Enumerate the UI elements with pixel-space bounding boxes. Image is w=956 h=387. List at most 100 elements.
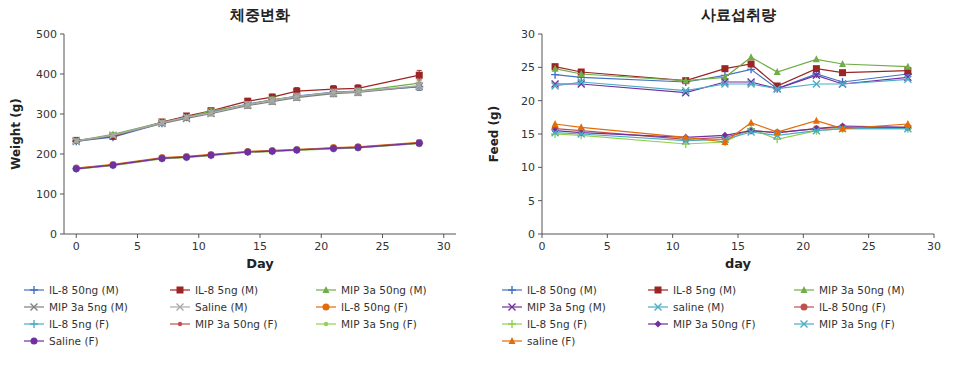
data-point xyxy=(355,88,362,95)
data-point xyxy=(159,119,166,126)
y-tick xyxy=(538,234,542,235)
x-tick-label: 5 xyxy=(134,240,141,253)
legend-marker xyxy=(177,287,184,294)
data-point xyxy=(773,135,781,143)
series xyxy=(552,123,912,141)
data-point xyxy=(578,123,585,130)
y-tick xyxy=(60,194,64,195)
data-point xyxy=(73,165,80,172)
data-point xyxy=(839,125,846,132)
title: 체중변화 xyxy=(229,6,290,24)
legend-marker xyxy=(801,321,808,328)
y-tick-label: 100 xyxy=(36,188,57,201)
data-point xyxy=(416,82,423,89)
plot-area xyxy=(72,70,423,172)
y-tick-label: 10 xyxy=(521,161,535,174)
data-point xyxy=(208,151,215,158)
data-point xyxy=(813,65,820,72)
y-tick xyxy=(538,200,542,201)
legend-label: Saline (F) xyxy=(49,335,99,347)
data-point xyxy=(110,162,117,169)
data-point xyxy=(416,139,423,146)
data-point xyxy=(355,144,362,151)
data-point xyxy=(551,71,559,79)
y-tick xyxy=(538,34,542,35)
data-point xyxy=(293,146,301,154)
data-point xyxy=(244,101,251,108)
series-line xyxy=(76,143,419,169)
x-tick xyxy=(868,234,869,238)
legend-marker xyxy=(508,286,516,294)
legend-label: IL-8 5ng (F) xyxy=(49,318,109,330)
data-point xyxy=(158,154,166,162)
legend-label: saline (F) xyxy=(527,335,575,347)
series-line xyxy=(76,143,419,169)
y-tick-label: 25 xyxy=(521,61,535,74)
y-tick xyxy=(538,100,542,101)
legend-marker xyxy=(323,286,330,293)
data-point xyxy=(269,148,276,155)
data-point xyxy=(748,61,755,68)
data-point xyxy=(416,140,423,147)
y-axis-label: Feed (g) xyxy=(487,106,501,162)
y-tick xyxy=(538,134,542,135)
data-point xyxy=(110,161,117,168)
legend-label: IL-8 5ng (M) xyxy=(673,284,736,296)
legend-marker xyxy=(801,286,808,293)
x-tick-label: 25 xyxy=(862,240,876,253)
legend-label: IL-8 50ng (F) xyxy=(819,301,886,313)
y-tick xyxy=(60,234,64,235)
series-line xyxy=(76,87,419,141)
series xyxy=(73,139,423,172)
data-point xyxy=(578,79,585,86)
x-tick xyxy=(76,234,77,238)
data-point xyxy=(839,81,846,88)
series-line xyxy=(555,75,908,92)
x-tick-label: 20 xyxy=(314,240,328,253)
legend-label: Saline (M) xyxy=(195,301,248,313)
y-tick xyxy=(60,34,64,35)
x-tick xyxy=(738,234,739,238)
legend-label: MIP 3a 5ng (M) xyxy=(49,301,128,313)
x-axis-label: Day xyxy=(246,256,274,271)
y-tick xyxy=(60,74,64,75)
data-point xyxy=(748,119,755,126)
y-axis xyxy=(64,34,65,234)
data-point xyxy=(293,146,300,153)
data-point xyxy=(682,133,689,140)
data-point xyxy=(552,83,559,90)
legend-label: IL-8 50ng (M) xyxy=(527,284,597,296)
data-point xyxy=(355,89,362,96)
data-point xyxy=(183,153,190,160)
legend-marker xyxy=(509,304,516,311)
series-line xyxy=(76,83,419,141)
x-tick xyxy=(198,234,199,238)
data-point xyxy=(72,165,80,173)
series xyxy=(552,76,912,94)
x-tick xyxy=(137,234,138,238)
data-point xyxy=(293,94,300,101)
y-tick-label: 20 xyxy=(521,95,535,108)
legend-marker xyxy=(30,320,38,328)
data-point xyxy=(330,144,337,151)
legend-label: IL-8 5ng (M) xyxy=(195,284,258,296)
y-tick-label: 400 xyxy=(36,68,57,81)
data-point xyxy=(721,81,728,88)
legend: IL-8 50ng (M)IL-8 5ng (M)MIP 3a 50ng (M)… xyxy=(24,284,427,347)
legend-label: MIP 3a 5ng (F) xyxy=(819,318,895,330)
data-point xyxy=(682,77,689,84)
series xyxy=(73,79,423,144)
data-point xyxy=(244,148,252,156)
series xyxy=(74,140,422,170)
data-point xyxy=(183,154,190,161)
chart-canvas: 체중변화0510152025300100200300400500DayWeigh… xyxy=(0,0,956,387)
legend-marker xyxy=(177,304,184,311)
data-point xyxy=(721,65,728,72)
legend-marker xyxy=(31,338,38,345)
x-tick xyxy=(607,234,608,238)
data-point xyxy=(330,89,337,96)
series-line xyxy=(555,79,908,90)
series xyxy=(552,72,912,96)
series-line xyxy=(76,86,419,141)
x-tick-label: 0 xyxy=(73,240,80,253)
